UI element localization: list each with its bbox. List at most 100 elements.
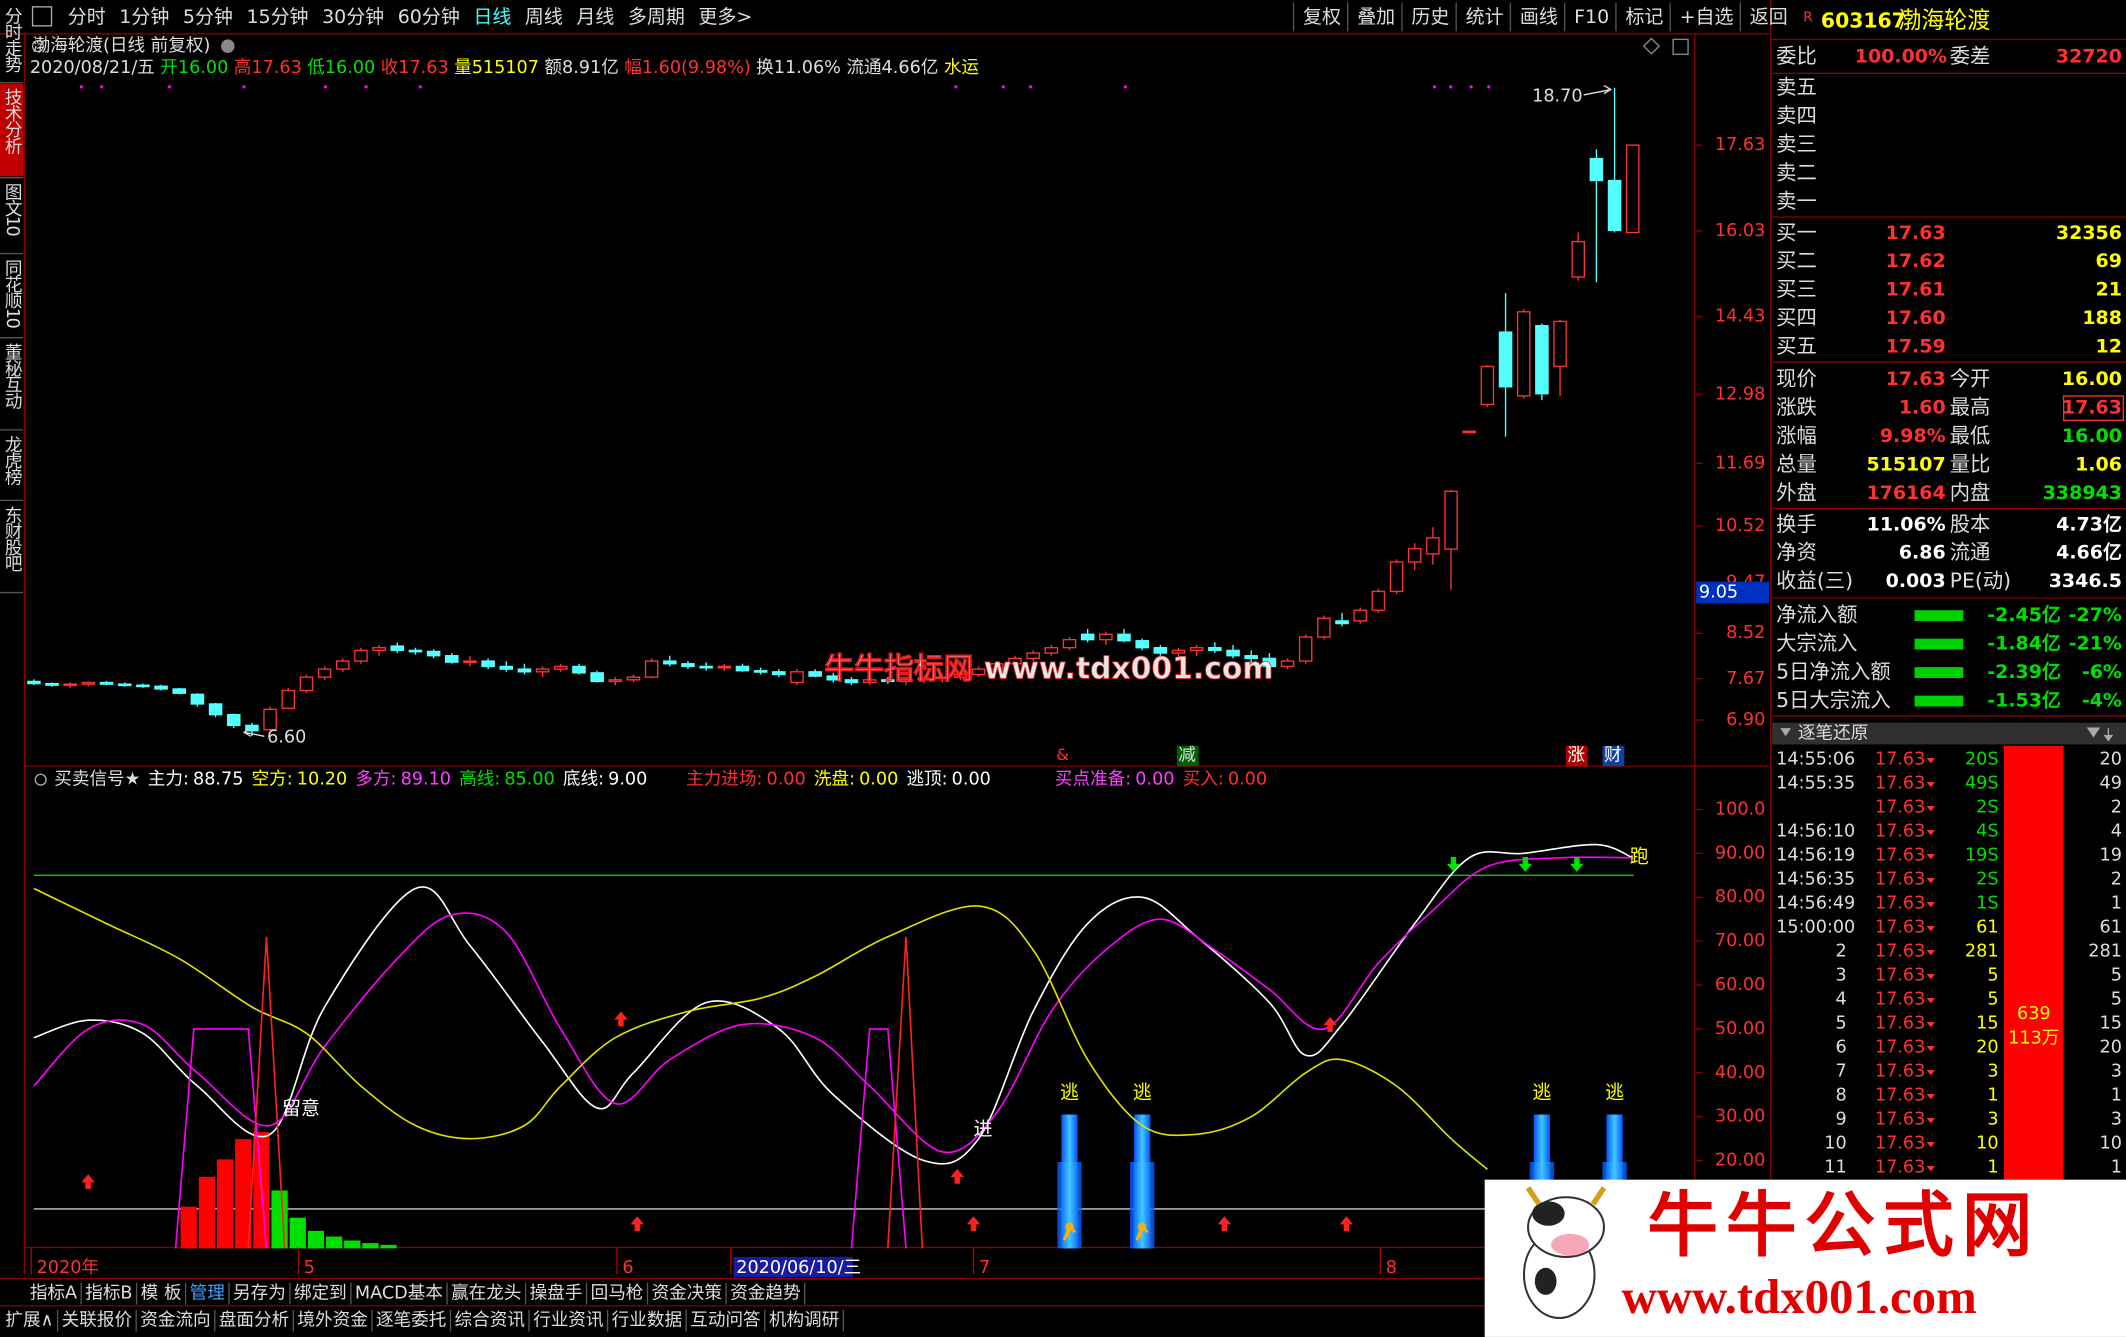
candle-body [154, 685, 168, 690]
tick-count: 5 [2111, 989, 2122, 1009]
tick-count: 2 [2111, 869, 2122, 889]
stat-label: 涨幅 [1776, 424, 1817, 448]
tick-volume: 5 [1987, 965, 1998, 985]
tick-price: 17.63 [1875, 989, 1925, 1009]
bottom-tab[interactable]: 扩展∧ [5, 1311, 53, 1331]
toolbar-button[interactable]: 历史 [1411, 6, 1449, 28]
side-tab[interactable]: 同花顺10 [2, 259, 22, 329]
bottom-tab[interactable]: 行业资讯 [533, 1311, 604, 1331]
candle-body [862, 679, 877, 684]
bottom-tab[interactable]: 境外资金 [297, 1311, 368, 1331]
bottom-tab[interactable]: 指标B [85, 1284, 132, 1304]
side-tab[interactable]: 东财股吧 [2, 506, 22, 572]
stat-value: 1.60 [1899, 397, 1946, 419]
period-tab[interactable]: 分时 [68, 6, 106, 28]
signal-label: 跑 [1630, 845, 1649, 867]
tick-count: 3 [2111, 1061, 2122, 1081]
side-tab[interactable]: 图文10 [2, 183, 22, 236]
bottom-tab[interactable]: 互动问答 [690, 1311, 761, 1331]
bottom-tab[interactable]: 关联报价 [62, 1311, 133, 1331]
x-label-bg [733, 1256, 853, 1278]
bottom-tab[interactable]: 管理 [190, 1284, 226, 1304]
toolbar-button[interactable]: F10 [1574, 6, 1609, 28]
tick-volume: 2S [1976, 797, 1998, 817]
period-tab[interactable]: 日线 [473, 6, 511, 28]
bottom-tab[interactable]: 模 板 [141, 1284, 182, 1304]
bottom-tab[interactable]: 绑定到 [294, 1284, 347, 1304]
bottom-tab[interactable]: 资金决策 [652, 1284, 723, 1304]
quote-info: 开16.00 [160, 58, 228, 78]
ticks-header [1772, 722, 2126, 745]
bottom-tab[interactable]: 回马枪 [591, 1284, 644, 1304]
candle-body [1462, 430, 1476, 434]
bottom-tab[interactable]: 逐笔委托 [376, 1311, 446, 1331]
y-tick-label: 16.03 [1715, 221, 1765, 241]
bottom-tab[interactable]: 资金流向 [140, 1311, 210, 1331]
quote-label: 委差 [1950, 44, 1991, 68]
bid-label: 买五 [1776, 334, 1817, 358]
stat-label: 流通 [1950, 540, 1991, 564]
bottom-tab[interactable]: 资金趋势 [730, 1284, 800, 1304]
candle-body [190, 693, 205, 705]
tick-volume: 1 [1987, 1157, 1998, 1177]
side-tab[interactable]: 董秘互动 [2, 343, 22, 409]
bottom-tab[interactable]: 指标A [30, 1284, 77, 1304]
toolbar-button[interactable]: 标记 [1625, 6, 1663, 28]
down-mark [1926, 1117, 1935, 1124]
bottom-tab[interactable]: MACD基本 [355, 1284, 443, 1304]
tick-volume: 2S [1976, 869, 1998, 889]
bottom-tab[interactable]: 机构调研 [769, 1311, 839, 1331]
side-tab[interactable]: 技术分析 [2, 88, 22, 154]
period-tab[interactable]: 60分钟 [398, 6, 460, 28]
tick-time: 5 [1835, 1013, 1846, 1033]
toolbar-button[interactable]: 复权 [1303, 6, 1341, 28]
bid-label: 买四 [1776, 306, 1817, 330]
tick-volume: 1S [1976, 893, 1998, 913]
bar-label: 113万 [2008, 1029, 2059, 1049]
side-tab[interactable]: 分时走势 [2, 7, 22, 73]
bottom-tab[interactable]: 综合资讯 [455, 1311, 526, 1331]
bottom-tab[interactable]: 行业数据 [612, 1311, 682, 1331]
candle-body [1262, 657, 1277, 668]
period-tab[interactable]: 5分钟 [183, 6, 233, 28]
flow-bar [1914, 667, 1964, 678]
menu-icon [31, 6, 53, 27]
y-tick-label: 100.0 [1715, 799, 1765, 819]
y-tick-label: 6.90 [1726, 710, 1765, 730]
quote-info: 低16.00 [307, 58, 375, 78]
field-label: 洗盘: [814, 770, 855, 790]
period-tab[interactable]: 15分钟 [246, 6, 308, 28]
tick-count: 1 [2111, 1157, 2122, 1177]
signal-dot [1123, 85, 1127, 89]
period-tab[interactable]: 周线 [525, 6, 563, 28]
toolbar-button[interactable]: 统计 [1466, 6, 1504, 28]
quote-info: 额8.91亿 [544, 58, 618, 78]
candle-body [554, 665, 568, 670]
toolbar-button[interactable]: 叠加 [1357, 6, 1395, 28]
toolbar-button[interactable]: 返回 [1750, 6, 1788, 28]
bottom-tab[interactable]: 操盘手 [530, 1284, 583, 1304]
stock-code: 603167 [1821, 9, 1906, 33]
period-tab[interactable]: 1分钟 [119, 6, 169, 28]
stat-label: 涨跌 [1776, 395, 1817, 419]
side-tab[interactable]: 龙虎榜 [2, 435, 22, 486]
dropdown-icon [221, 39, 235, 53]
field-value: 9.00 [608, 770, 647, 790]
period-tab[interactable]: 月线 [576, 6, 614, 28]
sell-arrow [1570, 856, 1584, 872]
candle-body [1171, 649, 1186, 654]
tick-count: 15 [2100, 1013, 2122, 1033]
bottom-tab[interactable]: 盘面分析 [219, 1311, 289, 1331]
tick-time: 8 [1835, 1085, 1846, 1105]
toolbar-button[interactable]: +自选 [1680, 6, 1734, 28]
toolbar-button[interactable]: 画线 [1520, 6, 1558, 28]
buy-arrow [1217, 1216, 1232, 1232]
bottom-tab[interactable]: 另存为 [233, 1284, 286, 1304]
bottom-tab[interactable]: 赢在龙头 [451, 1283, 521, 1304]
period-tab[interactable]: 多周期 [628, 6, 685, 28]
indicator-line [33, 856, 1633, 1154]
y-tick-label: 80.00 [1715, 887, 1765, 907]
annotation-arrow [242, 727, 265, 737]
period-tab[interactable]: 30分钟 [322, 6, 384, 28]
period-tab[interactable]: 更多> [698, 6, 752, 28]
